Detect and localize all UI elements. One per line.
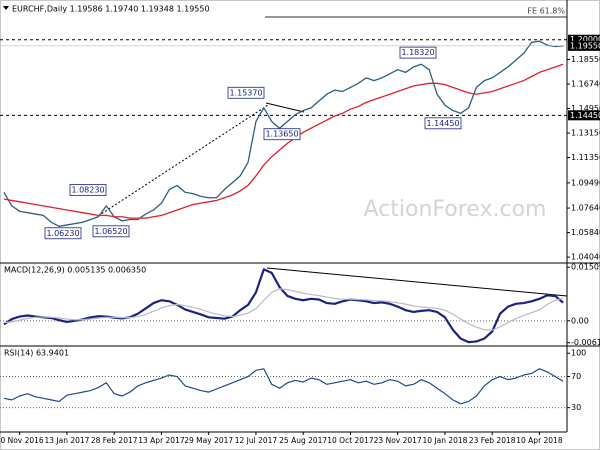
annotation-label: 1.18320	[401, 48, 434, 57]
y-tick-label: 1.04040	[571, 253, 600, 262]
series-line	[3, 288, 564, 331]
last-price-label: 1.19550	[570, 41, 600, 50]
x-tick-label: 23 Feb 2018	[469, 436, 516, 445]
trend-line	[265, 102, 305, 113]
x-tick-label: 28 Feb 2017	[91, 436, 138, 445]
x-tick-label: 29 May 2017	[184, 436, 233, 445]
x-tick-label: 10 Jan 2018	[422, 436, 467, 445]
y-tick-label: 1.18550	[571, 55, 600, 64]
annotation-label: 1.13650	[265, 130, 298, 139]
y-tick-label: 30	[571, 403, 581, 412]
y-tick-label: 1.11350	[571, 153, 600, 162]
annotation-label: 1.15370	[229, 88, 262, 97]
trend-line	[94, 104, 269, 219]
annotation-label: 1.08230	[71, 186, 104, 195]
panel-title: RSI(14) 63.9401	[4, 349, 69, 358]
last-price-bg	[568, 40, 600, 51]
y-tick-label: 1.14950	[571, 104, 600, 113]
y-tick-label: -0.006163	[571, 338, 600, 347]
chart-title: EURCHF,Daily 1.19586 1.19740 1.19348 1.1…	[12, 5, 210, 14]
level-label-bg	[568, 34, 600, 45]
y-tick-label: 1.16740	[571, 80, 600, 89]
series-line	[3, 368, 564, 405]
y-tick-label: 100	[571, 349, 586, 358]
level-label: 1.20000	[570, 35, 600, 44]
x-tick-label: 10 Oct 2017	[327, 436, 374, 445]
menu-icon	[3, 6, 9, 10]
series-line	[3, 268, 564, 344]
trend-line	[266, 267, 568, 297]
fe-label: FE 61.8%	[527, 6, 565, 15]
level-label-bg	[568, 110, 600, 121]
x-tick-label: 13 Apr 2017	[138, 436, 185, 445]
annotation-box	[92, 225, 130, 238]
series-line	[3, 40, 564, 227]
annotation-box	[424, 117, 462, 130]
annotation-label: 1.06520	[94, 227, 127, 236]
y-tick-label: 1.07640	[571, 204, 600, 213]
annotation-label: 1.06230	[46, 229, 79, 238]
panel-title: MACD(12,26,9) 0.005135 0.006350	[4, 266, 146, 275]
y-tick-label: 0.00	[571, 316, 589, 325]
level-label: 1.14450	[570, 111, 600, 120]
y-tick-label: 1.09490	[571, 178, 600, 187]
annotation-box	[263, 128, 301, 141]
series-line	[3, 63, 564, 219]
watermark: ActionForex.com	[364, 197, 547, 222]
annotation-label: 1.14450	[426, 119, 459, 128]
x-tick-label: 30 Nov 2016	[0, 436, 44, 445]
x-tick-label: 13 Jan 2017	[44, 436, 89, 445]
annotation-box	[69, 184, 107, 196]
annotation-box	[399, 46, 437, 59]
x-tick-label: 10 Apr 2018	[516, 436, 563, 445]
x-tick-label: 12 Jul 2017	[235, 436, 278, 445]
annotation-box	[227, 86, 265, 99]
y-tick-label: 1.13150	[571, 129, 600, 138]
y-tick-label: 70	[571, 372, 581, 381]
y-tick-label: 1.05840	[571, 228, 600, 237]
annotation-box	[44, 227, 82, 240]
y-tick-label: 0.015092	[571, 263, 600, 272]
x-tick-label: 23 Nov 2017	[374, 436, 422, 445]
x-tick-label: 25 Aug 2017	[279, 436, 327, 445]
